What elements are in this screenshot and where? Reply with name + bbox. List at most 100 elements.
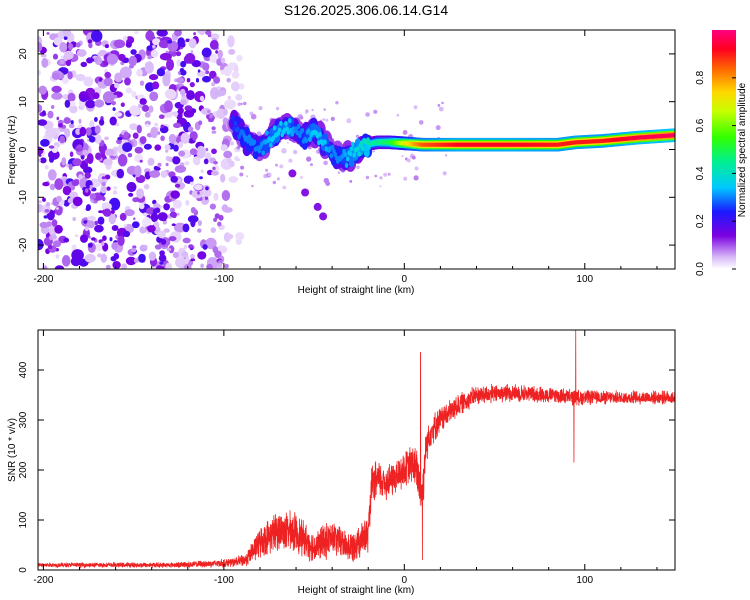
spectrogram-cell	[231, 81, 240, 92]
colorbar-gradient	[712, 30, 736, 269]
spectrogram-cell	[149, 170, 161, 178]
spectrogram-cell	[213, 160, 218, 165]
spectrogram-cell	[160, 135, 165, 142]
spectrogram-track-cell	[257, 148, 262, 154]
spectrogram-cell	[72, 158, 82, 167]
spectrogram-cell	[154, 144, 162, 151]
chart-title: S126.2025.306.06.14.G14	[284, 2, 448, 18]
spectrogram-cell	[52, 53, 59, 60]
spectrogram-cell	[174, 113, 178, 118]
spectrogram-cell	[119, 212, 127, 221]
spectrogram-cell	[90, 180, 101, 188]
spectrogram-cell	[148, 251, 157, 261]
spectrogram-cell	[197, 228, 202, 233]
spectrogram-cell	[286, 141, 289, 144]
spectrogram-cell	[162, 73, 171, 87]
spectrogram-cell	[156, 265, 163, 269]
spectrogram-cell	[38, 41, 43, 53]
spectrogram-cell	[117, 235, 125, 246]
spectrogram-track-cell	[308, 136, 312, 142]
colorbar-tick-label: 0.6	[695, 118, 706, 132]
spectrogram-cell	[87, 242, 93, 248]
spectrogram-cell	[159, 261, 164, 265]
spectrogram-cell	[373, 109, 378, 114]
spectrogram-cell	[138, 253, 146, 263]
spectrogram-cell	[403, 176, 408, 181]
spectrogram-cell	[251, 184, 254, 188]
spectrogram-cell	[97, 216, 105, 225]
spectrogram-track-cell	[300, 127, 305, 134]
spectrogram-cell	[65, 59, 72, 67]
y-tick-label: 400	[18, 361, 29, 378]
snr-plot-area	[38, 330, 675, 570]
spectrogram-cell	[104, 71, 111, 79]
spectrogram-cell	[413, 105, 418, 110]
spectrogram-cell	[229, 160, 235, 168]
spectrogram-cell	[150, 212, 159, 223]
spectrogram-cell	[210, 87, 219, 100]
spectrogram-cell	[51, 234, 57, 240]
spectrogram-cell	[346, 118, 352, 124]
spectrogram-track-cell	[671, 133, 675, 138]
spectrogram-cell	[220, 144, 228, 152]
spectrogram-cell	[214, 250, 222, 259]
spectrogram-cell	[142, 244, 148, 249]
spectrogram-cell	[217, 262, 223, 268]
spectrogram-cell	[288, 158, 293, 163]
spectrogram-cell	[165, 149, 169, 153]
spectrogram-cell	[75, 42, 81, 48]
spectrogram-cell	[38, 85, 47, 95]
spectrogram-cell	[217, 221, 222, 227]
spectrogram-cell	[152, 199, 157, 205]
spectrogram-cell	[113, 39, 126, 49]
spectrogram-cell	[118, 53, 126, 62]
spectrogram-cell	[138, 103, 142, 109]
spectrogram-track-cell	[272, 125, 277, 131]
spectrogram-cell	[215, 50, 219, 54]
spectrogram-cell	[54, 265, 65, 269]
spectrogram-cells	[38, 30, 448, 269]
spectrogram-cell	[164, 144, 171, 151]
spectrogram-cell	[210, 227, 216, 233]
spectrogram-cell	[98, 210, 103, 214]
spectrogram-cell	[223, 232, 231, 243]
spectrogram-cell	[170, 175, 178, 183]
spectrogram-cell	[125, 87, 133, 94]
spectrogram-cell	[198, 30, 206, 36]
spectrogram-cell	[92, 92, 100, 100]
spectrogram-cell	[165, 50, 169, 54]
spectrogram-track-cell	[329, 153, 334, 159]
spectrogram-cell	[176, 212, 180, 216]
spectrogram-track-cell	[323, 139, 327, 145]
spectrogram-cell	[38, 69, 41, 76]
spectrogram-cell	[86, 153, 94, 165]
spectrogram-cell	[310, 163, 313, 167]
spectrogram-cell	[103, 158, 113, 166]
spectrogram-cell	[210, 33, 220, 40]
spectrogram-cell	[227, 35, 235, 48]
spectrogram-cell	[85, 87, 96, 96]
spectrogram-cell	[108, 213, 117, 225]
spectrogram-cell	[160, 124, 165, 129]
spectrogram-cell	[123, 230, 131, 238]
spectrogram-cell	[85, 204, 92, 211]
snr-x-axis-label: Height of straight line (km)	[298, 585, 415, 596]
spectrogram-cell	[152, 38, 161, 46]
spectrogram-track-cell	[357, 151, 362, 157]
spectrogram-cell	[103, 60, 109, 66]
spectrogram-cell	[136, 124, 142, 134]
spectrogram-cell	[80, 61, 88, 68]
spectrogram-cell	[401, 155, 404, 158]
spectrogram-cell	[315, 150, 319, 154]
spectrogram-cell	[86, 57, 94, 64]
spectrogram-cell	[91, 30, 103, 43]
spectrogram-cell	[205, 186, 209, 191]
spectrogram-cell	[72, 196, 83, 207]
spectrogram-cell	[293, 149, 298, 155]
spectrogram-cell	[56, 116, 60, 121]
spectrogram-cell	[84, 165, 89, 171]
spectrogram-cell	[282, 185, 287, 190]
spectrogram-cell	[114, 82, 120, 89]
spectrogram-cell	[163, 100, 173, 113]
x-tick-label: 100	[576, 575, 593, 586]
